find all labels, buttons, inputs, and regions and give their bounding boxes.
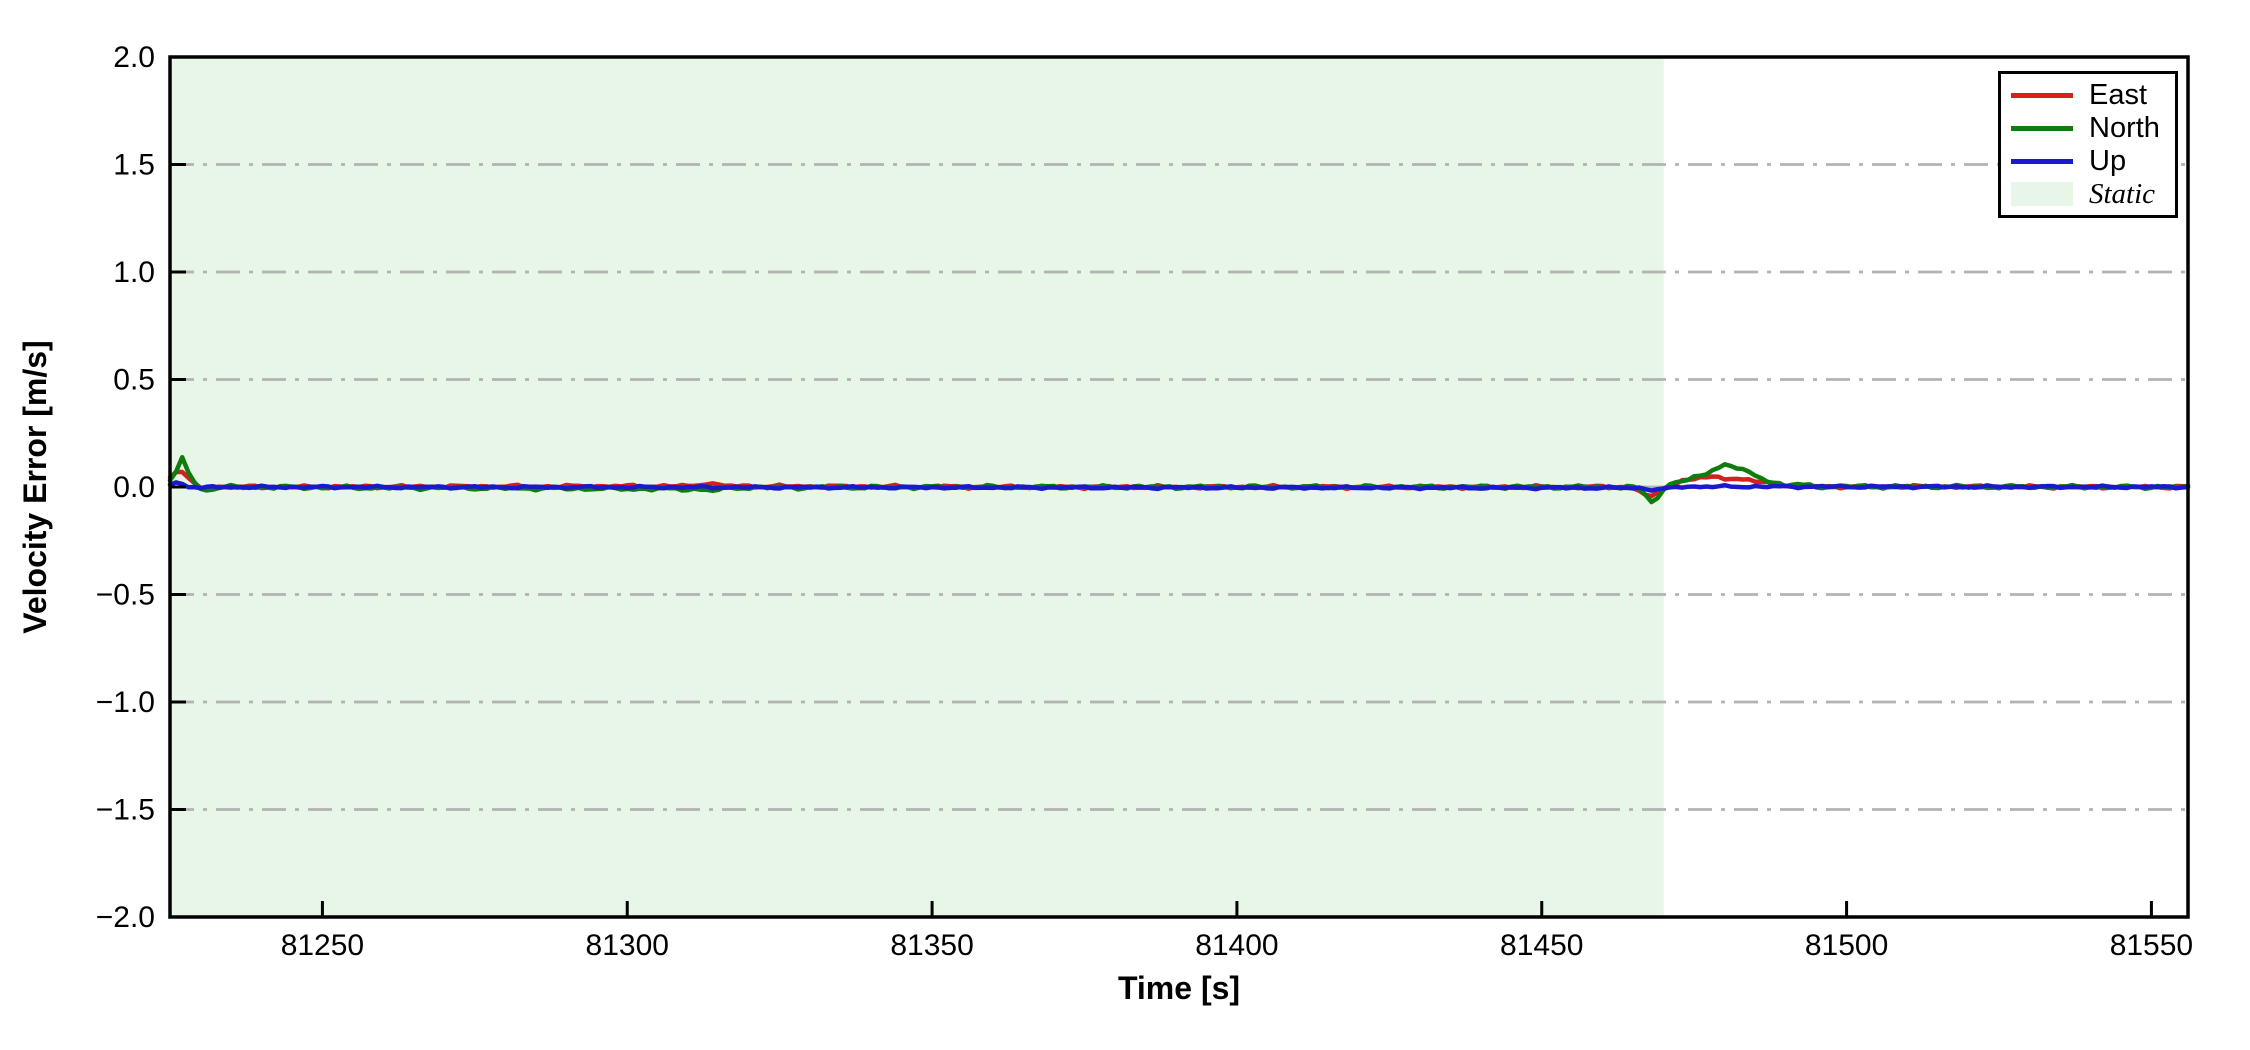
series-line-up — [167, 480, 2191, 493]
x-tick-label: 81500 — [1805, 929, 1888, 962]
legend-item-up: Up — [2011, 145, 2175, 178]
legend-item-east: East — [2011, 79, 2175, 112]
legend-item-static: Static — [2011, 178, 2175, 211]
x-tick-label: 81400 — [1195, 929, 1278, 962]
x-tick-label: 81300 — [586, 929, 669, 962]
static-patch-swatch — [2011, 182, 2073, 206]
legend-label-up: Up — [2089, 144, 2127, 177]
y-tick-label: 1.0 — [113, 256, 155, 289]
y-tick-label: 1.5 — [113, 149, 155, 182]
legend-label-north: North — [2089, 111, 2160, 144]
y-tick-label: 0.5 — [113, 364, 155, 397]
north-line-swatch — [2011, 125, 2073, 131]
legend-label-static: Static — [2089, 177, 2156, 210]
y-tick-label: −1.0 — [96, 686, 155, 719]
up-line-swatch — [2011, 158, 2073, 164]
y-axis-label: Velocity Error [m/s] — [17, 340, 53, 633]
y-tick-label: −1.5 — [96, 794, 155, 827]
y-tick-label: 0.0 — [113, 471, 155, 504]
x-axis-label: Time [s] — [1118, 970, 1240, 1006]
x-tick-label: 81450 — [1500, 929, 1583, 962]
x-tick-label: 81350 — [890, 929, 973, 962]
east-line-swatch — [2011, 92, 2073, 98]
x-tick-label: 81250 — [281, 929, 364, 962]
x-tick-label: 81550 — [2110, 929, 2193, 962]
y-tick-label: −0.5 — [96, 579, 155, 612]
legend-label-east: East — [2089, 78, 2148, 111]
legend-box: East North Up Static — [1998, 71, 2178, 218]
y-tick-label: −2.0 — [96, 901, 155, 934]
y-tick-label: 2.0 — [113, 41, 155, 74]
plot-frame — [168, 55, 2190, 919]
legend-item-north: North — [2011, 112, 2175, 145]
